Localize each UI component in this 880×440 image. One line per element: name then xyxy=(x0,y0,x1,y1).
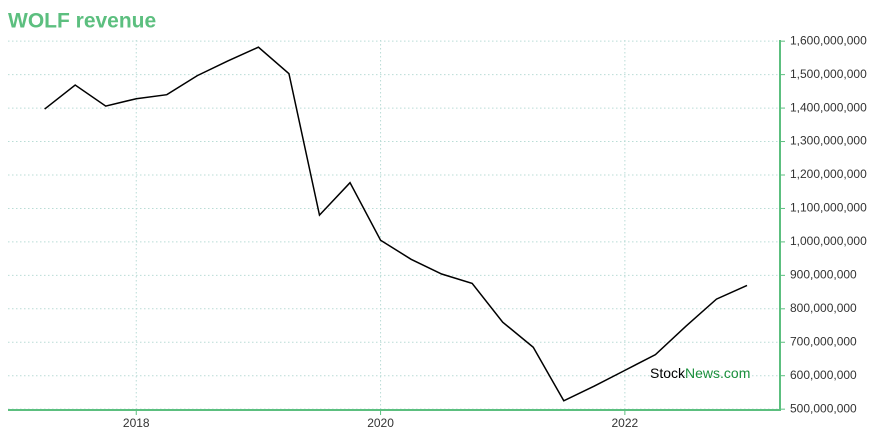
y-tick-label: 700,000,000 xyxy=(790,334,857,348)
watermark-part: News xyxy=(685,365,720,381)
y-tick-label: 1,500,000,000 xyxy=(790,67,867,81)
y-tick-label: 1,400,000,000 xyxy=(790,100,867,114)
y-tick-label: 900,000,000 xyxy=(790,268,857,282)
y-tick-label: 1,300,000,000 xyxy=(790,134,867,148)
y-tick-label: 500,000,000 xyxy=(790,401,857,415)
y-tick-label: 600,000,000 xyxy=(790,368,857,382)
watermark-part: .com xyxy=(720,365,750,381)
x-tick-label: 2020 xyxy=(367,416,394,430)
y-tick-label: 1,100,000,000 xyxy=(790,201,867,215)
watermark: StockNews.com xyxy=(650,365,750,381)
y-tick-label: 1,600,000,000 xyxy=(790,33,867,47)
y-tick-label: 800,000,000 xyxy=(790,301,857,315)
x-tick-label: 2022 xyxy=(612,416,639,430)
x-tick-label: 2018 xyxy=(123,416,150,430)
chart-title: WOLF revenue xyxy=(8,10,156,33)
line-series xyxy=(44,46,748,402)
y-tick-label: 1,200,000,000 xyxy=(790,167,867,181)
y-tick-label: 1,000,000,000 xyxy=(790,234,867,248)
watermark-part: Stock xyxy=(650,365,686,381)
